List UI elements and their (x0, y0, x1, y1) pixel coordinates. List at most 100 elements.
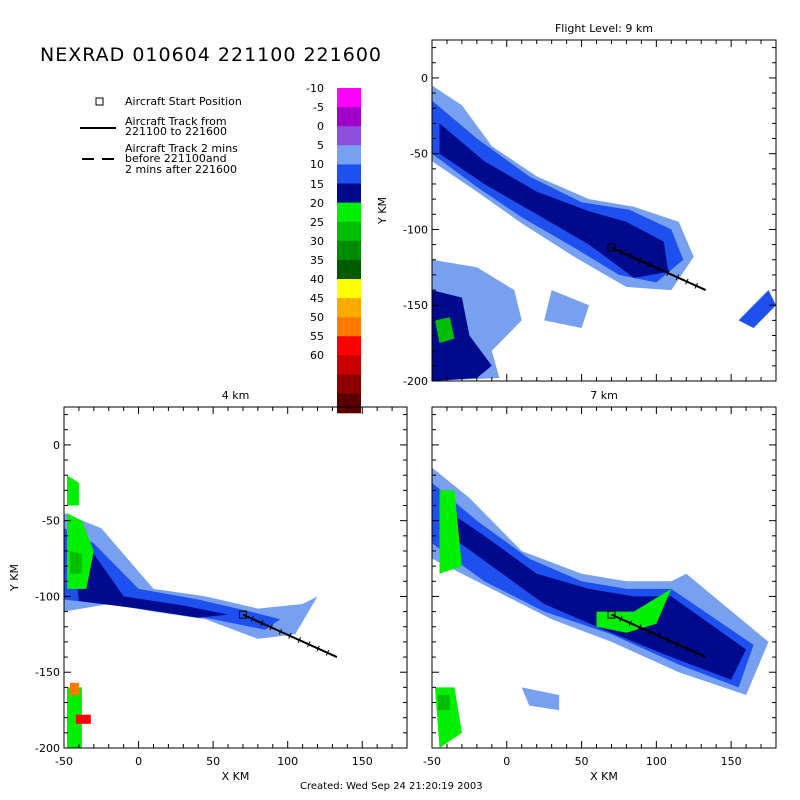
plot-panel-2: -50 0 50 100 150 7 km X KM (423, 389, 777, 783)
colorbar-tick-label: 25 (310, 215, 324, 229)
colorbar-swatch (337, 183, 361, 204)
x-tick-label: -50 (423, 755, 441, 768)
panel-title: 7 km (590, 389, 618, 402)
colorbar-tick-label: 15 (310, 177, 324, 191)
legend-track-line2: 221100 to 221600 (125, 125, 228, 138)
colorbar-tick-label: 20 (310, 196, 324, 210)
track-tick-mark (278, 628, 283, 635)
plot-frame (431, 39, 777, 382)
plot-frame (431, 406, 777, 749)
reflectivity-region (438, 695, 450, 711)
track-tick-mark (619, 615, 623, 622)
colorbar-tick-label: 50 (310, 311, 324, 325)
y-axis-label: Y KM (8, 564, 21, 592)
y-axis-label: Y KM (376, 197, 389, 225)
footer-timestamp: Created: Wed Sep 24 21:20:19 2003 (300, 781, 483, 792)
reflectivity-region (521, 687, 560, 711)
reflectivity-region (71, 535, 228, 618)
x-tick-label: 100 (646, 755, 667, 768)
track-tick-mark (325, 649, 330, 656)
reflectivity-region (738, 290, 776, 328)
aircraft-start-marker (607, 610, 616, 619)
y-tick-label: -150 (403, 299, 428, 312)
track-tick-mark (675, 641, 680, 648)
legend-dash-line1: Aircraft Track 2 mins (125, 142, 238, 155)
y-tick-label: 0 (421, 72, 428, 85)
x-axis-label: X KM (590, 770, 618, 783)
x-tick-label: 50 (206, 755, 220, 768)
y-tick-label: -150 (35, 666, 60, 679)
colorbar-swatch (337, 298, 361, 318)
colorbar-swatch (337, 317, 361, 337)
colorbar-tick-label: 40 (310, 273, 324, 286)
x-tick-label: 0 (503, 755, 510, 768)
colorbar-swatch (337, 202, 361, 223)
plot-panel-1: -50 0 50 100 150 0 -50 -100 -150 -200 4 km X KM Y KM (8, 389, 408, 783)
y-tick-label: -50 (410, 148, 428, 161)
colorbar-swatch (337, 259, 361, 280)
track-tick-mark (666, 637, 670, 644)
reflectivity-region (439, 123, 669, 278)
track-tick-mark (260, 620, 264, 627)
colorbar-swatch (337, 107, 361, 127)
colorbar-swatch (337, 88, 361, 108)
reflectivity-region (432, 290, 492, 381)
aircraft-start-marker (607, 243, 616, 252)
panel-title: 4 km (222, 389, 250, 402)
aircraft-start-marker (238, 610, 247, 619)
track-tick-mark (316, 645, 320, 652)
reflectivity-region (544, 290, 589, 328)
colorbar-swatch (337, 374, 361, 395)
colorbar-tick-label: -5 (313, 101, 324, 115)
track-tick-mark (307, 641, 311, 648)
reflectivity-region (596, 588, 672, 633)
x-axis-label: X KM (222, 770, 250, 783)
colorbar-swatch (337, 240, 361, 261)
track-tick-mark (666, 270, 670, 277)
track-tick-mark (628, 620, 633, 627)
panel-title: Flight Level: 9 km (555, 22, 653, 35)
colorbar-swatch (337, 221, 361, 242)
y-tick-label: -50 (42, 515, 60, 528)
track-tick-mark (288, 632, 292, 639)
track-tick-mark (638, 257, 642, 264)
colorbar-swatch (337, 126, 361, 146)
y-tick-label: -200 (35, 742, 60, 755)
track-tick-mark (647, 261, 651, 268)
legend-start-label: Aircraft Start Position (125, 95, 242, 108)
x-tick-label: 100 (277, 755, 298, 768)
reflectivity-region (435, 317, 455, 344)
x-tick-label: 50 (575, 755, 589, 768)
colorbar-tick-label: 35 (310, 253, 324, 267)
reflectivity-region (67, 475, 79, 506)
colorbar-tick-label: 0 (317, 120, 324, 134)
colorbar-swatch (337, 355, 361, 376)
reflectivity-region (439, 490, 462, 574)
x-tick-label: 150 (721, 755, 742, 768)
colorbar-tick-label: 5 (317, 139, 324, 153)
colorbar-swatch (337, 336, 361, 356)
start-marker-icon (95, 97, 104, 106)
track-tick-mark (694, 282, 698, 289)
track-tick-mark (638, 624, 642, 631)
track-tick-mark (647, 628, 651, 635)
track-tick-mark (685, 645, 689, 652)
track-tick-mark (250, 615, 255, 622)
x-tick-label: 150 (352, 755, 373, 768)
legend-dash-line3: 2 mins after 221600 (125, 163, 237, 176)
x-tick-label: -50 (55, 755, 73, 768)
track-tick-mark (675, 274, 680, 281)
colorbar-swatch (337, 279, 361, 299)
reflectivity-region (70, 551, 82, 574)
colorbar-tick-label: 60 (310, 349, 324, 363)
radar-field (432, 467, 769, 748)
reflectivity-region (70, 682, 79, 695)
track-tick-mark (685, 278, 689, 285)
track-tick-mark (656, 632, 661, 639)
reflectivity-region (439, 505, 747, 680)
colorbar-swatch (337, 164, 361, 185)
y-tick-label: -100 (35, 590, 60, 603)
track-tick-mark (628, 253, 633, 260)
colorbar-tick-label: 30 (310, 234, 324, 248)
